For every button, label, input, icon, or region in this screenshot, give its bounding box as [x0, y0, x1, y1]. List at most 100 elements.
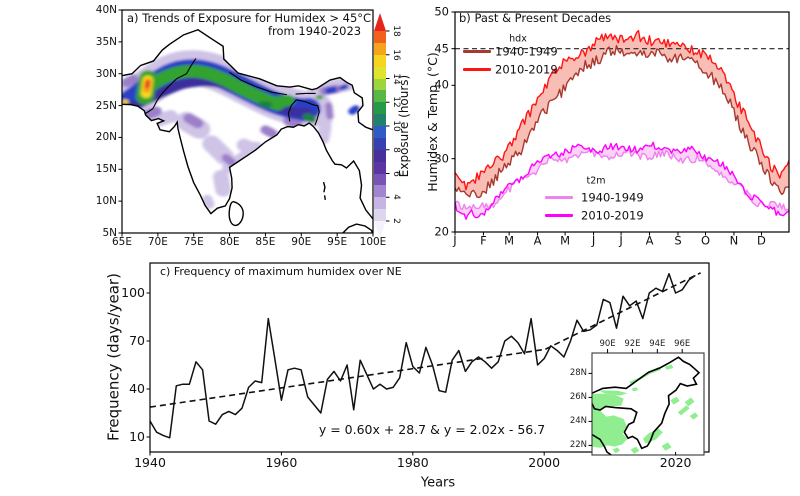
legend-line-hdx-past — [463, 50, 491, 53]
tick-label: F — [480, 233, 487, 248]
panel-a-subtitle: from 1940-2023 — [268, 24, 362, 38]
panel-c-frame — [149, 262, 710, 453]
tick-label: 6 — [391, 170, 401, 177]
panel-c-series — [150, 272, 701, 439]
tick-label: 70 — [129, 332, 145, 348]
country-borders — [122, 30, 373, 233]
colorbar-segment — [374, 42, 386, 55]
tick-label: 100E — [359, 235, 387, 248]
tick-label: 14 — [391, 72, 401, 85]
trend-line — [150, 272, 701, 408]
panel-b-frame — [454, 11, 790, 233]
frequency-line — [150, 273, 696, 439]
tick-label: 20 — [434, 224, 449, 239]
tick-label: 100 — [121, 284, 145, 300]
tick-label: 94E — [649, 338, 666, 349]
tick-label: 16 — [391, 49, 401, 61]
legend-line-t2m-past — [545, 196, 573, 199]
india-exposure-map — [122, 30, 373, 233]
tick-label: 5N — [102, 226, 117, 239]
tick-label: 40 — [129, 380, 145, 396]
tick-label: S — [674, 233, 682, 248]
tick-label: 92E — [624, 338, 641, 349]
tick-label: 18 — [391, 25, 401, 37]
tick-label: 22N — [569, 440, 587, 451]
tick-label: 15N — [95, 163, 117, 176]
exposure-shading — [121, 50, 373, 209]
tick-label: 4 — [391, 194, 401, 201]
tick-label: 1980 — [396, 454, 429, 470]
colorbar-segment — [374, 66, 386, 79]
colorbar-segment — [374, 161, 386, 174]
tick-label: 1940 — [134, 454, 166, 470]
colorbar-segment — [374, 114, 386, 126]
tick-label: 75E — [183, 235, 204, 248]
inset-borders — [592, 357, 699, 455]
tick-label: 96E — [674, 338, 691, 349]
tick-label: O — [700, 233, 711, 248]
tick-label: 28N — [569, 368, 587, 379]
tick-label: 2000 — [528, 454, 561, 470]
tick-label: 30N — [95, 67, 117, 80]
legend-hdx-present-label: 2010-2019 — [495, 62, 558, 77]
panel-b-title: b) Past & Present Decades — [459, 11, 612, 25]
colorbar-over-arrow — [374, 13, 386, 31]
colorbar-segment — [374, 197, 386, 210]
colorbar-segment — [374, 173, 386, 186]
panel-a-title: a) Trends of Exposure for Humidex > 45°C — [127, 11, 372, 25]
tick-label: 90E — [599, 338, 616, 349]
tick-label: 25N — [95, 99, 117, 112]
trend-equation: y = 0.60x + 28.7 & y = 2.02x - 56.7 — [318, 421, 546, 437]
panel-c-title: c) Frequency of maximum humidex over NE — [160, 265, 402, 278]
tick-label: 40 — [434, 77, 449, 92]
tick-label: 90E — [291, 235, 312, 248]
tick-label: A — [533, 233, 542, 248]
tick-label: 26N — [569, 392, 587, 403]
tick-label: 70E — [147, 235, 168, 248]
tick-label: 50 — [434, 4, 449, 19]
tick-label: 20N — [95, 131, 117, 144]
tick-marks — [118, 9, 762, 456]
tick-label: 24N — [569, 416, 587, 427]
colorbar-segment — [374, 31, 386, 43]
tick-label: 2020 — [659, 454, 692, 470]
legend-line-hdx-present — [463, 68, 491, 71]
colorbar-segment — [374, 185, 386, 198]
colorbar-segment — [374, 90, 386, 103]
inset-ne-map — [592, 357, 699, 455]
tick-label: M — [560, 233, 571, 248]
legend-hdx-past-label: 1940-1949 — [495, 44, 558, 59]
tick-label: 85E — [255, 235, 276, 248]
tick-label: J — [619, 233, 623, 248]
tick-label: 80E — [219, 235, 240, 248]
colorbar-segment — [374, 209, 386, 221]
panel-b-ylabel: Humidex & Temp. (°C) — [424, 52, 440, 192]
colorbar-segment — [374, 149, 386, 162]
colorbar — [374, 13, 386, 238]
tick-label: 1960 — [265, 454, 298, 470]
tick-label: 30 — [434, 150, 449, 165]
tick-label: 35N — [95, 35, 117, 48]
tick-label: 12 — [391, 96, 401, 108]
tick-label: A — [645, 233, 654, 248]
colorbar-under-arrow — [374, 221, 386, 238]
legend-t2m-past-label: 1940-1949 — [581, 190, 644, 205]
tick-label: J — [453, 233, 457, 248]
panel-c-ylabel: Frequency (days/year) — [104, 273, 123, 441]
colorbar-segment — [374, 78, 386, 91]
panel-b-series — [455, 29, 789, 220]
tick-label: 95E — [327, 235, 348, 248]
panel-a-frame — [121, 9, 374, 234]
legend-line-t2m-present — [545, 214, 573, 217]
legend-hdx-title: hdx — [509, 33, 527, 45]
tick-label: 8 — [391, 146, 401, 153]
tick-label: 65E — [112, 235, 132, 248]
tick-label: 2 — [391, 218, 401, 224]
colorbar-segment — [374, 102, 386, 115]
tick-label: 40N — [95, 3, 117, 16]
tick-label: 10N — [95, 194, 117, 207]
inset-frame — [591, 352, 705, 456]
tick-label: D — [757, 233, 766, 248]
